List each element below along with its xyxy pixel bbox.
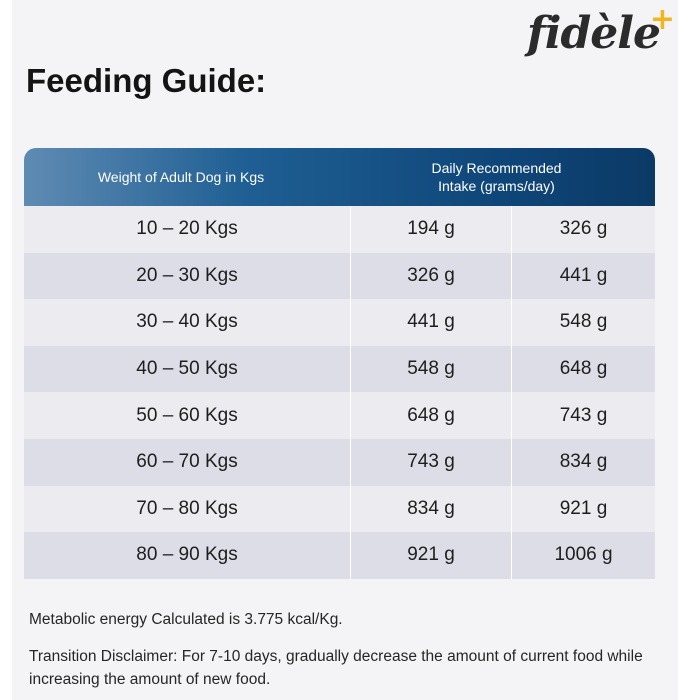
intake-max-cell: 1006 g [554, 544, 613, 566]
table-row: 50 – 60 Kgs 648 g 743 g [24, 392, 655, 439]
intake-min-cell: 441 g [351, 299, 512, 346]
weight-cell: 80 – 90 Kgs [24, 532, 351, 579]
table-row: 60 – 70 Kgs 743 g 834 g [24, 438, 655, 486]
header-intake: Daily Recommended Intake (grams/day) [338, 148, 655, 206]
header-intake-line2: Intake (grams/day) [438, 178, 555, 194]
weight-cell: 50 – 60 Kgs [24, 392, 351, 439]
intake-max-cell: 648 g [559, 358, 608, 380]
weight-cell: 20 – 30 Kgs [24, 252, 351, 300]
header-intake-line1: Daily Recommended [431, 160, 562, 176]
intake-min-cell: 648 g [351, 392, 512, 439]
table-row: 30 – 40 Kgs 441 g 548 g [24, 299, 655, 346]
table-row: 40 – 50 Kgs 548 g 648 g [24, 345, 655, 393]
logo-plus-icon: + [649, 2, 675, 37]
intake-min-cell: 326 g [351, 252, 512, 300]
table-header: Weight of Adult Dog in Kgs Daily Recomme… [24, 148, 655, 206]
intake-max-cell: 921 g [559, 497, 608, 519]
header-weight: Weight of Adult Dog in Kgs [97, 169, 265, 185]
weight-cell: 60 – 70 Kgs [24, 438, 351, 486]
table-row: 80 – 90 Kgs 921 g 1006 g [24, 532, 655, 579]
logo-text: fidèle [526, 8, 661, 59]
fidele-logo: fidèle + [526, 2, 675, 59]
intake-max-cell: 326 g [559, 218, 608, 240]
weight-cell: 40 – 50 Kgs [24, 345, 351, 393]
table-row: 10 – 20 Kgs 194 g 326 g [24, 206, 655, 253]
intake-min-cell: 743 g [351, 438, 512, 486]
intake-max-cell: 834 g [559, 451, 608, 473]
transition-disclaimer: Transition Disclaimer: For 7-10 days, gr… [29, 648, 643, 688]
energy-note: Metabolic energy Calculated is 3.775 kca… [29, 611, 343, 628]
weight-cell: 10 – 20 Kgs [24, 206, 351, 253]
intake-min-cell: 194 g [351, 206, 512, 253]
weight-cell: 30 – 40 Kgs [24, 299, 351, 346]
intake-max-cell: 743 g [559, 404, 608, 426]
intake-min-cell: 834 g [351, 485, 512, 533]
intake-max-cell: 548 g [559, 311, 608, 333]
page-title: Feeding Guide: [26, 62, 267, 99]
intake-min-cell: 548 g [351, 345, 512, 393]
weight-cell: 70 – 80 Kgs [24, 485, 351, 533]
intake-min-cell: 921 g [351, 532, 512, 579]
feeding-table: Weight of Adult Dog in Kgs Daily Recomme… [24, 148, 655, 579]
feeding-guide-page: fidèle + Feeding Guide: Weight of Adult … [12, 0, 678, 700]
table-row: 20 – 30 Kgs 326 g 441 g [24, 252, 655, 300]
intake-max-cell: 441 g [559, 264, 608, 286]
table-row: 70 – 80 Kgs 834 g 921 g [24, 485, 655, 533]
